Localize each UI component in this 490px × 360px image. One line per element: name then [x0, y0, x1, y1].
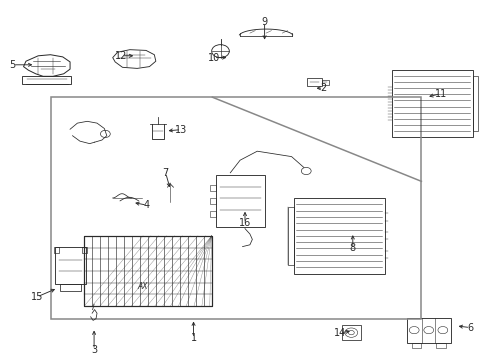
Text: 10: 10 — [208, 53, 220, 63]
Text: 1: 1 — [191, 333, 196, 343]
Text: 9: 9 — [262, 17, 268, 27]
Text: 11: 11 — [435, 89, 447, 99]
Bar — [54, 247, 59, 253]
Text: 13: 13 — [175, 125, 187, 135]
Text: 4: 4 — [144, 200, 150, 210]
Text: 16: 16 — [239, 218, 251, 228]
Bar — [294, 198, 385, 274]
Bar — [392, 70, 473, 137]
Bar — [216, 175, 265, 227]
Bar — [60, 284, 81, 291]
Text: 12: 12 — [115, 51, 128, 61]
Bar — [55, 247, 86, 284]
Text: 6: 6 — [467, 323, 473, 333]
Bar — [307, 78, 322, 86]
Text: 14: 14 — [334, 328, 346, 338]
Text: 8: 8 — [350, 243, 356, 253]
Bar — [210, 185, 216, 190]
Text: 7: 7 — [163, 168, 169, 178]
Bar — [82, 247, 87, 253]
Bar — [51, 97, 421, 319]
Bar — [322, 80, 329, 85]
Text: 15: 15 — [30, 292, 43, 302]
Bar — [407, 318, 451, 343]
Bar — [436, 343, 446, 348]
Text: 2: 2 — [320, 83, 326, 93]
Bar — [22, 76, 71, 84]
Text: 3: 3 — [91, 345, 97, 355]
Bar — [412, 343, 421, 348]
Bar — [288, 207, 294, 265]
Bar — [473, 76, 478, 131]
Bar — [210, 198, 216, 204]
Bar — [342, 325, 361, 340]
Text: 5: 5 — [10, 60, 16, 70]
Bar — [210, 211, 216, 217]
Text: AX: AX — [138, 282, 148, 291]
